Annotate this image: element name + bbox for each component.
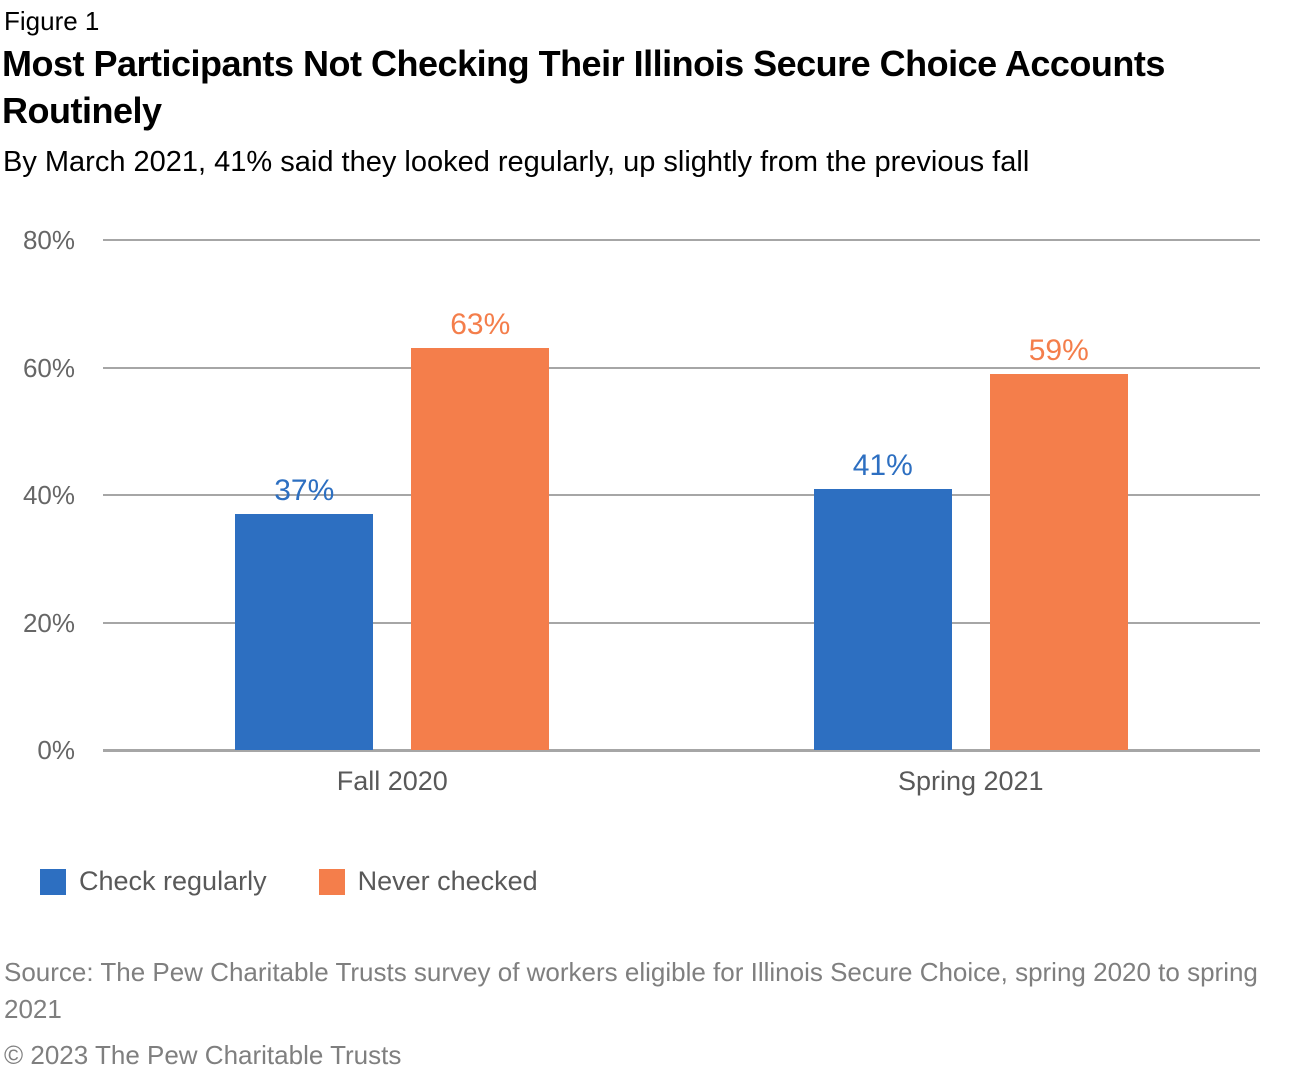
chart-legend: Check regularly Never checked	[40, 866, 538, 897]
gridline-80	[103, 239, 1260, 241]
ytick-label-80: 80%	[22, 225, 75, 255]
bar-value-label-spring-2021-check-regularly: 41%	[852, 448, 913, 482]
gridline-20	[103, 621, 1260, 624]
ytick-label-60: 60%	[22, 352, 75, 383]
copyright-note: © 2023 The Pew Charitable Trusts	[4, 1040, 402, 1070]
legend-swatch-never-checked	[318, 868, 345, 895]
chart-title: Most Participants Not Checking Their Ill…	[2, 43, 1165, 131]
bar-value-label-fall-2020-never-checked: 63%	[450, 308, 511, 342]
bar-value-label-spring-2021-never-checked: 59%	[1028, 333, 1089, 367]
xtick-label-0: Fall 2020	[336, 766, 448, 796]
ytick-label-40: 40%	[22, 480, 75, 510]
figure-label: Figure 1	[4, 6, 100, 36]
chart-subtitle: By March 2021, 41% said they looked regu…	[3, 146, 1030, 178]
ytick-label-0: 0%	[37, 735, 75, 765]
bar-spring-2021-never-checked	[989, 373, 1128, 750]
bar-value-label-fall-2020-check-regularly: 37%	[274, 474, 335, 508]
bar-spring-2021-check-regularly	[813, 488, 952, 750]
legend-item-never-checked: Never checked	[318, 866, 538, 897]
legend-label-never-checked: Never checked	[357, 866, 538, 896]
legend-label-check-regularly: Check regularly	[79, 866, 267, 896]
gridline-60	[103, 366, 1260, 369]
legend-swatch-check-regularly	[40, 868, 66, 895]
x-axis-baseline	[103, 748, 1260, 752]
bar-fall-2020-check-regularly	[235, 514, 374, 750]
bar-fall-2020-never-checked	[411, 348, 550, 750]
source-note: Source: The Pew Charitable Trusts survey…	[4, 957, 1258, 1024]
legend-item-check-regularly: Check regularly	[40, 866, 267, 897]
xtick-label-1: Spring 2021	[897, 766, 1044, 796]
ytick-label-20: 20%	[22, 607, 75, 638]
gridline-40	[103, 494, 1260, 496]
